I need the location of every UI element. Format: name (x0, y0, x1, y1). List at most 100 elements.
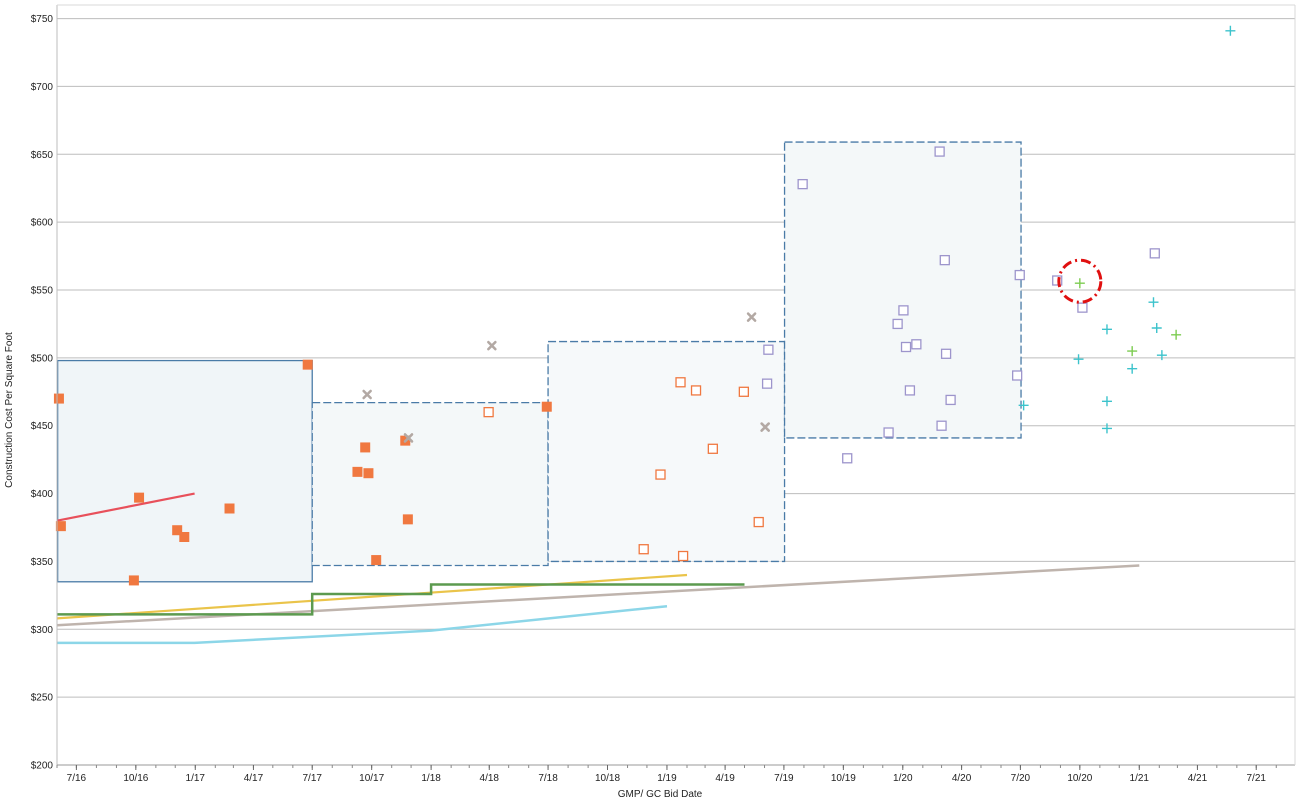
x-tick-label: 1/21 (1130, 773, 1150, 784)
open-square-point (483, 406, 494, 418)
x-mark-point (487, 340, 497, 351)
x-mark-point (746, 312, 757, 322)
open-square-point (898, 305, 909, 316)
x-tick-label: 7/17 (302, 773, 322, 784)
x-axis-title: GMP/ GC Bid Date (618, 789, 703, 800)
open-square-point (940, 348, 952, 359)
filled-square-point (53, 393, 64, 404)
x-tick-label: 4/17 (244, 773, 264, 784)
open-square-point (638, 544, 649, 555)
y-tick-label: $200 (31, 761, 54, 772)
open-square-point (904, 385, 916, 396)
x-tick-label: 4/18 (480, 773, 500, 784)
open-square-point (1077, 302, 1088, 313)
open-square-point (936, 420, 947, 431)
y-tick-label: $750 (31, 14, 54, 25)
filled-square-point (55, 521, 66, 532)
y-tick-label: $600 (31, 218, 54, 229)
filled-square-point (352, 466, 363, 477)
x-mark-point (362, 389, 372, 400)
y-tick-label: $250 (31, 693, 54, 704)
open-square-point (797, 178, 808, 190)
plus-point (1156, 350, 1167, 361)
plus-point (1101, 396, 1112, 407)
range-box (547, 340, 786, 563)
open-square-point (753, 516, 764, 528)
highlight-circle (1057, 258, 1103, 304)
y-tick-label: $550 (31, 286, 54, 297)
filled-square-point (541, 401, 552, 412)
x-mark-point (760, 422, 770, 432)
plus-point (1127, 346, 1138, 357)
x-tick-label: 1/17 (186, 773, 206, 784)
open-square-point (883, 427, 894, 438)
open-square-point (655, 469, 666, 480)
x-tick-label: 7/19 (774, 773, 794, 784)
y-tick-label: $700 (31, 82, 54, 93)
x-mark-point (403, 433, 414, 443)
axes: $200 $250 $300 $350 $400 $450 $500 $550 $600 $650… (31, 4, 1296, 784)
x-tick-label: 1/20 (893, 773, 913, 784)
x-tick-label: 4/20 (952, 773, 972, 784)
x-tick-label: 4/19 (715, 773, 735, 784)
range-box (56, 359, 313, 583)
filled-square-point (371, 555, 382, 566)
x-tick-label: 10/20 (1067, 773, 1092, 784)
y-tick-label: $350 (31, 557, 54, 568)
filled-square-point (172, 525, 183, 536)
y-axis-title: Construction Cost Per Square Foot (4, 332, 15, 488)
range-boxes (56, 141, 1022, 583)
y-tick-label: $500 (31, 353, 54, 364)
filled-square-point (128, 575, 139, 586)
x-tick-label: 7/21 (1246, 773, 1266, 784)
trend-line (57, 583, 745, 616)
plus-point (1101, 423, 1112, 434)
x-tick-label: 7/18 (538, 773, 558, 784)
trend-line (56, 573, 688, 620)
x-tick-label: 7/16 (67, 773, 87, 784)
trend-line (57, 604, 668, 645)
plus-point (1151, 323, 1162, 333)
x-tick-label: 1/19 (657, 773, 677, 784)
filled-square-point (134, 492, 145, 503)
filled-square-point (179, 532, 190, 542)
data-points (53, 25, 1236, 586)
open-square-point (675, 377, 686, 388)
open-square-point (945, 394, 956, 406)
open-square-point (900, 341, 912, 353)
x-tick-label: 1/18 (421, 773, 441, 784)
open-square-point (842, 453, 853, 464)
open-square-point (690, 385, 702, 396)
x-tick-label: 4/21 (1188, 773, 1208, 784)
y-tick-label: $650 (31, 150, 54, 161)
y-tick-label: $400 (31, 489, 54, 500)
range-box (311, 401, 549, 567)
plus-point (1074, 278, 1085, 289)
open-square-point (1052, 275, 1063, 286)
plus-point (1073, 354, 1084, 365)
open-square-point (763, 344, 774, 355)
y-tick-label: $300 (31, 625, 54, 636)
open-square-point (738, 386, 749, 397)
x-tick-label: 10/16 (123, 773, 148, 784)
open-square-point (761, 378, 773, 389)
filled-square-point (224, 503, 235, 514)
open-square-point (707, 443, 718, 454)
open-square-point (1149, 248, 1160, 259)
filled-square-point (363, 468, 374, 479)
y-tick-label: $450 (31, 421, 54, 432)
trend-line (56, 492, 195, 522)
range-box (783, 141, 1022, 439)
trend-lines (56, 492, 1140, 645)
filled-square-point (360, 442, 371, 453)
filled-square-point (302, 359, 313, 370)
open-square-point (939, 254, 950, 266)
filled-square-point (402, 514, 413, 525)
open-square-point (1014, 269, 1025, 281)
plus-point (1127, 363, 1138, 374)
open-square-point (911, 339, 922, 350)
x-tick-label: 10/18 (595, 773, 620, 784)
plus-point (1171, 329, 1182, 340)
x-tick-label: 10/17 (359, 773, 384, 784)
